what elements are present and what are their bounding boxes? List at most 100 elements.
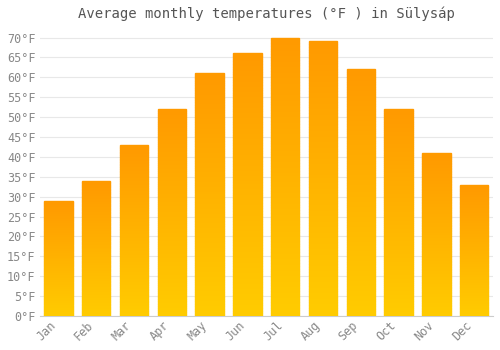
Bar [44, 251, 72, 252]
Bar [82, 233, 110, 235]
Bar [120, 284, 148, 285]
Bar [346, 97, 375, 99]
Bar [346, 264, 375, 267]
Bar [234, 106, 262, 108]
Bar [422, 169, 450, 171]
Bar [460, 195, 488, 196]
Bar [309, 102, 337, 105]
Bar [82, 239, 110, 240]
Bar [460, 233, 488, 235]
Bar [120, 313, 148, 314]
Bar [384, 155, 413, 157]
Bar [158, 231, 186, 233]
Bar [384, 279, 413, 281]
Bar [384, 291, 413, 293]
Bar [82, 212, 110, 213]
Bar [460, 186, 488, 187]
Bar [422, 189, 450, 190]
Bar [422, 285, 450, 287]
Bar [120, 311, 148, 313]
Bar [460, 246, 488, 248]
Bar [309, 121, 337, 124]
Bar [120, 272, 148, 273]
Bar [120, 164, 148, 166]
Bar [196, 144, 224, 146]
Bar [309, 135, 337, 138]
Bar [309, 225, 337, 228]
Bar [120, 246, 148, 247]
Bar [158, 308, 186, 310]
Bar [234, 119, 262, 122]
Bar [422, 313, 450, 314]
Bar [309, 170, 337, 173]
Bar [120, 169, 148, 170]
Bar [120, 150, 148, 152]
Bar [158, 264, 186, 266]
Bar [120, 258, 148, 259]
Bar [158, 276, 186, 279]
Bar [82, 235, 110, 236]
Bar [384, 167, 413, 169]
Bar [234, 306, 262, 308]
Bar [82, 282, 110, 284]
Bar [384, 231, 413, 233]
Bar [384, 153, 413, 155]
Bar [422, 280, 450, 282]
Bar [309, 88, 337, 91]
Bar [271, 85, 300, 88]
Bar [234, 214, 262, 216]
Bar [460, 257, 488, 258]
Bar [422, 226, 450, 228]
Bar [346, 306, 375, 309]
Bar [460, 302, 488, 303]
Bar [271, 171, 300, 174]
Bar [120, 162, 148, 164]
Bar [44, 269, 72, 270]
Bar [82, 260, 110, 262]
Bar [271, 166, 300, 168]
Bar [44, 280, 72, 281]
Bar [384, 246, 413, 248]
Bar [44, 284, 72, 285]
Bar [158, 182, 186, 184]
Bar [234, 59, 262, 61]
Bar [120, 172, 148, 174]
Bar [346, 79, 375, 82]
Bar [422, 304, 450, 306]
Bar [460, 191, 488, 193]
Bar [82, 190, 110, 191]
Bar [422, 190, 450, 192]
Bar [384, 210, 413, 212]
Bar [460, 232, 488, 233]
Bar [422, 300, 450, 301]
Bar [234, 69, 262, 72]
Bar [271, 269, 300, 271]
Bar [460, 296, 488, 298]
Bar [120, 239, 148, 241]
Bar [309, 234, 337, 236]
Bar [422, 203, 450, 205]
Bar [44, 224, 72, 225]
Bar [82, 257, 110, 258]
Bar [82, 210, 110, 212]
Bar [82, 185, 110, 186]
Bar [460, 256, 488, 257]
Bar [309, 231, 337, 234]
Bar [234, 264, 262, 266]
Bar [196, 124, 224, 127]
Bar [422, 296, 450, 298]
Bar [384, 285, 413, 287]
Bar [384, 180, 413, 182]
Bar [384, 312, 413, 314]
Bar [271, 182, 300, 185]
Bar [196, 122, 224, 124]
Bar [82, 244, 110, 246]
Bar [120, 145, 148, 316]
Bar [196, 93, 224, 95]
Bar [82, 277, 110, 278]
Bar [271, 235, 300, 238]
Bar [44, 308, 72, 309]
Bar [309, 198, 337, 201]
Bar [44, 274, 72, 275]
Bar [309, 146, 337, 148]
